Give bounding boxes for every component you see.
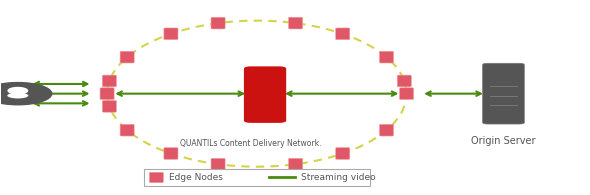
FancyBboxPatch shape	[100, 88, 114, 99]
FancyBboxPatch shape	[164, 148, 178, 159]
FancyBboxPatch shape	[144, 169, 369, 186]
FancyBboxPatch shape	[289, 158, 303, 170]
FancyBboxPatch shape	[120, 51, 134, 63]
FancyBboxPatch shape	[399, 88, 414, 99]
Ellipse shape	[7, 93, 28, 98]
FancyBboxPatch shape	[211, 158, 225, 170]
FancyBboxPatch shape	[379, 124, 394, 136]
Text: Origin Server: Origin Server	[471, 136, 536, 146]
FancyBboxPatch shape	[244, 66, 286, 123]
FancyBboxPatch shape	[102, 100, 116, 112]
FancyBboxPatch shape	[149, 172, 163, 183]
FancyBboxPatch shape	[120, 124, 134, 136]
Text: Streaming video: Streaming video	[301, 173, 375, 182]
FancyBboxPatch shape	[211, 17, 225, 29]
FancyBboxPatch shape	[483, 63, 525, 124]
FancyBboxPatch shape	[102, 75, 116, 87]
FancyBboxPatch shape	[289, 17, 303, 29]
FancyBboxPatch shape	[336, 148, 350, 159]
Text: Edge Nodes: Edge Nodes	[169, 173, 222, 182]
FancyBboxPatch shape	[336, 28, 350, 40]
Text: QUANTILs Content Delivery Network.: QUANTILs Content Delivery Network.	[180, 139, 322, 148]
Circle shape	[0, 82, 52, 105]
FancyBboxPatch shape	[164, 28, 178, 40]
Circle shape	[8, 88, 28, 94]
FancyBboxPatch shape	[397, 75, 411, 87]
FancyBboxPatch shape	[379, 51, 394, 63]
